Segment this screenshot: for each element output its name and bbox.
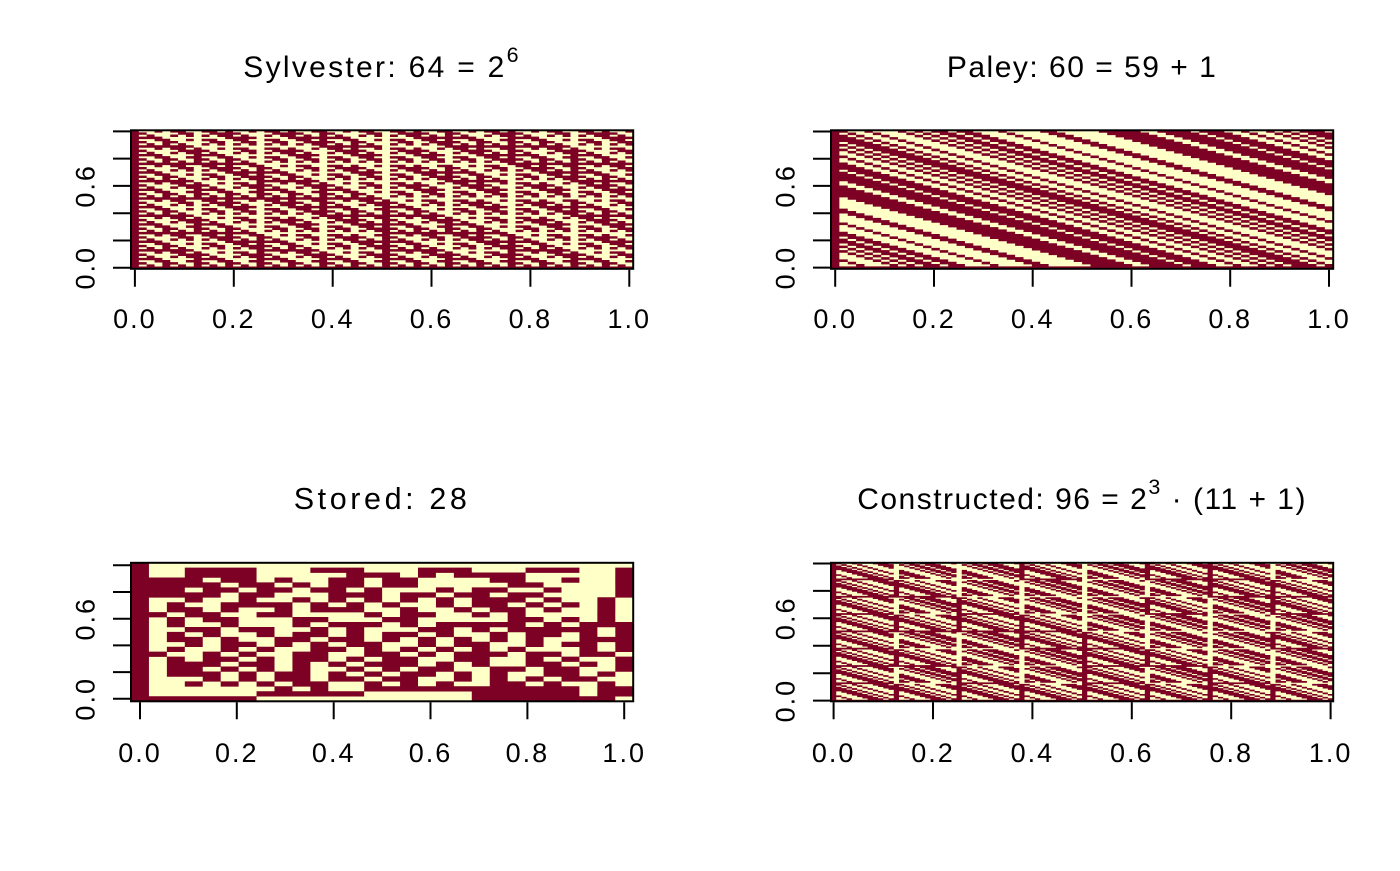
svg-text:0.6: 0.6 [71,597,101,641]
svg-text:0.2: 0.2 [912,304,956,334]
svg-text:1.0: 1.0 [1309,738,1353,768]
svg-text:0.6: 0.6 [71,164,101,208]
svg-text:0.2: 0.2 [215,738,259,768]
svg-text:0.0: 0.0 [118,738,162,768]
svg-text:0.8: 0.8 [506,738,550,768]
svg-text:0.6: 0.6 [410,304,454,334]
svg-text:0.2: 0.2 [911,738,955,768]
svg-text:0.8: 0.8 [1208,304,1252,334]
svg-text:0.4: 0.4 [1011,738,1055,768]
svg-text:0.0: 0.0 [771,679,801,723]
svg-text:0.6: 0.6 [1110,738,1154,768]
svg-text:0.0: 0.0 [113,304,157,334]
svg-text:0.0: 0.0 [71,677,101,721]
svg-text:0.6: 0.6 [771,597,801,641]
svg-text:0.6: 0.6 [409,738,453,768]
svg-text:0.4: 0.4 [311,304,355,334]
svg-text:0.6: 0.6 [771,164,801,208]
svg-text:1.0: 1.0 [602,738,646,768]
svg-text:0.0: 0.0 [812,738,856,768]
svg-text:0.0: 0.0 [771,246,801,290]
svg-text:0.8: 0.8 [509,304,553,334]
svg-text:0.2: 0.2 [212,304,256,334]
svg-text:0.6: 0.6 [1110,304,1154,334]
svg-text:0.0: 0.0 [813,304,857,334]
svg-text:0.8: 0.8 [1209,738,1253,768]
svg-text:1.0: 1.0 [608,304,652,334]
svg-text:Paley: 60 = 59 + 1: Paley: 60 = 59 + 1 [947,51,1218,84]
svg-text:Stored: 28: Stored: 28 [294,482,471,516]
svg-text:0.4: 0.4 [1011,304,1055,334]
svg-text:0.0: 0.0 [71,246,101,290]
svg-text:0.4: 0.4 [312,738,356,768]
svg-text:1.0: 1.0 [1307,304,1351,334]
